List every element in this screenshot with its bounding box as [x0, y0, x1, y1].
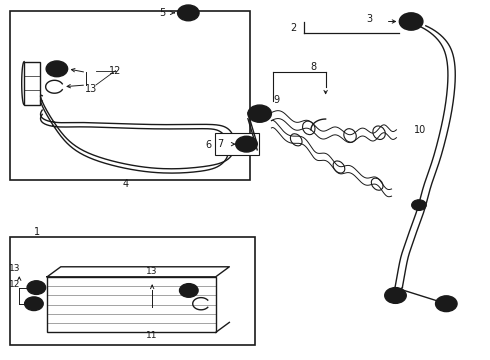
Circle shape — [412, 200, 426, 211]
Circle shape — [24, 297, 43, 311]
Text: 11: 11 — [147, 332, 158, 341]
Text: 13: 13 — [9, 265, 20, 274]
Bar — [10, 237, 255, 345]
Text: 8: 8 — [310, 62, 317, 72]
Text: 7: 7 — [217, 139, 223, 149]
Circle shape — [390, 291, 401, 300]
Text: 13: 13 — [147, 267, 158, 276]
Text: 4: 4 — [122, 179, 128, 189]
Text: 10: 10 — [414, 125, 426, 135]
Circle shape — [182, 9, 194, 17]
Text: 13: 13 — [85, 84, 97, 94]
Text: 1: 1 — [34, 227, 40, 237]
Text: 2: 2 — [291, 23, 297, 33]
Circle shape — [27, 281, 46, 294]
Circle shape — [385, 288, 406, 303]
Text: 9: 9 — [273, 95, 279, 105]
Circle shape — [415, 202, 423, 208]
Circle shape — [248, 105, 271, 122]
Circle shape — [405, 17, 417, 26]
Text: 5: 5 — [159, 8, 165, 18]
Circle shape — [253, 109, 266, 118]
Circle shape — [177, 5, 199, 21]
Circle shape — [436, 296, 457, 312]
Circle shape — [51, 64, 63, 73]
Text: 12: 12 — [9, 280, 20, 289]
Circle shape — [179, 284, 198, 297]
Text: 3: 3 — [366, 14, 372, 24]
Circle shape — [31, 284, 42, 291]
Circle shape — [46, 61, 68, 77]
Circle shape — [184, 287, 194, 294]
Bar — [47, 277, 216, 332]
Circle shape — [399, 13, 423, 30]
Circle shape — [441, 300, 452, 308]
Circle shape — [236, 136, 257, 152]
Circle shape — [241, 140, 252, 148]
Bar — [215, 133, 259, 155]
Text: 12: 12 — [109, 66, 122, 76]
Circle shape — [29, 300, 39, 307]
Bar — [10, 12, 250, 180]
Bar — [24, 62, 40, 105]
Text: 6: 6 — [206, 140, 212, 150]
